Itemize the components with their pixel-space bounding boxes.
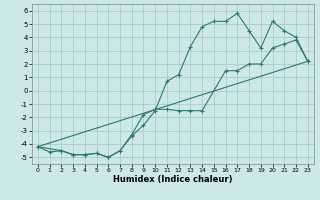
X-axis label: Humidex (Indice chaleur): Humidex (Indice chaleur) — [113, 175, 233, 184]
